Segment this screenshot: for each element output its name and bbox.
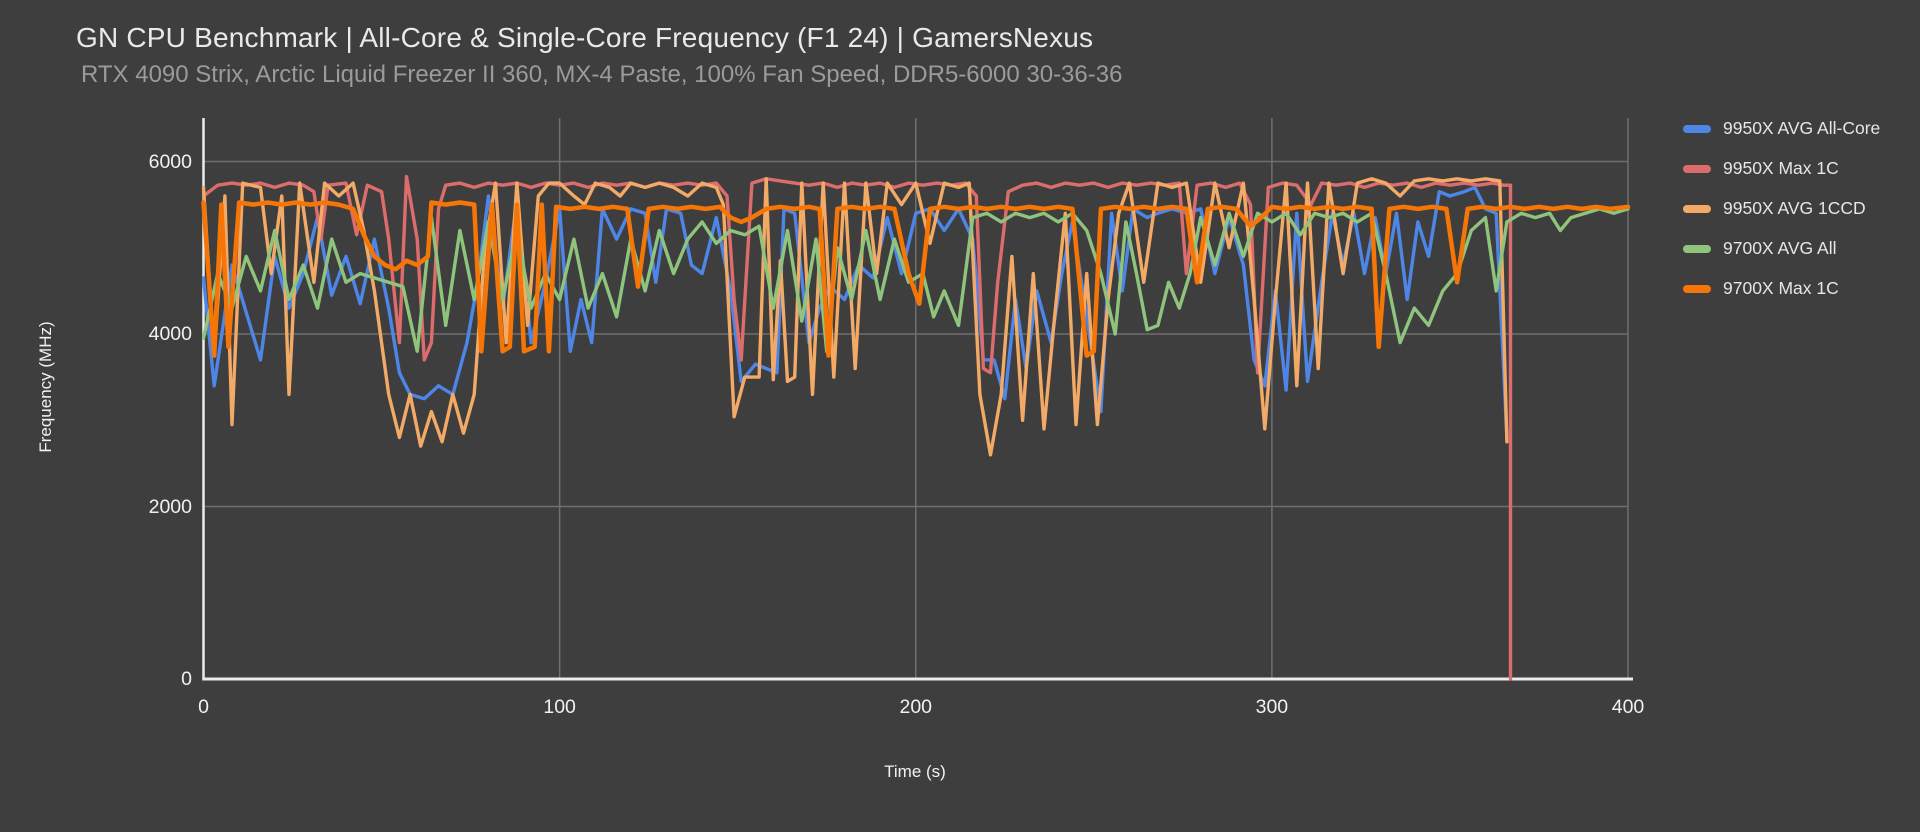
legend-item-9950x-avg-1ccd: 9950X AVG 1CCD (1683, 197, 1880, 220)
legend-item-9700x-avg-all: 9700X AVG All (1683, 237, 1880, 260)
legend-label: 9700X Max 1C (1723, 278, 1839, 298)
legend-label: 9950X Max 1C (1723, 158, 1839, 178)
y-tick-label: 2000 (148, 495, 192, 518)
x-tick-label: 100 (543, 696, 576, 718)
y-tick-label: 0 (181, 668, 192, 690)
chart-title: GN CPU Benchmark | All-Core & Single-Cor… (76, 22, 1094, 53)
legend-label: 9950X AVG 1CCD (1723, 198, 1866, 218)
series-line-9950x-avg-1ccd (201, 177, 1509, 457)
y-tick-label: 6000 (148, 150, 192, 173)
legend-label: 9950X AVG All-Core (1723, 118, 1881, 138)
legend-swatch (1683, 125, 1711, 133)
x-tick-label: 200 (899, 696, 933, 718)
series-line-9700x-avg-all (201, 207, 1630, 353)
y-tick-label: 4000 (148, 323, 192, 345)
chart-subtitle: RTX 4090 Strix, Arctic Liquid Freezer II… (81, 61, 1123, 88)
legend: 9950X AVG All-Core 9950X Max 1C 9950X AVG … (1683, 117, 1880, 300)
series-line-9950x-max-1c (201, 174, 1513, 681)
legend-item-9950x-avg-all-core: 9950X AVG All-Core (1683, 117, 1880, 140)
series-line-9700x-max-1c (201, 200, 1631, 358)
legend-swatch (1683, 285, 1711, 293)
x-axis-title: Time (s) (884, 762, 946, 781)
legend-item-9700x-max-1c: 9700X Max 1C (1683, 277, 1880, 300)
legend-swatch (1683, 205, 1711, 213)
y-axis-title: Frequency (MHz) (36, 321, 55, 453)
x-tick-label: 300 (1255, 696, 1289, 718)
x-tick-label: 0 (198, 696, 209, 718)
legend-swatch (1683, 245, 1711, 253)
legend-item-9950x-max-1c: 9950X Max 1C (1683, 157, 1880, 180)
legend-swatch (1683, 165, 1711, 173)
x-tick-label: 400 (1611, 696, 1645, 718)
legend-label: 9700X AVG All (1723, 238, 1837, 258)
